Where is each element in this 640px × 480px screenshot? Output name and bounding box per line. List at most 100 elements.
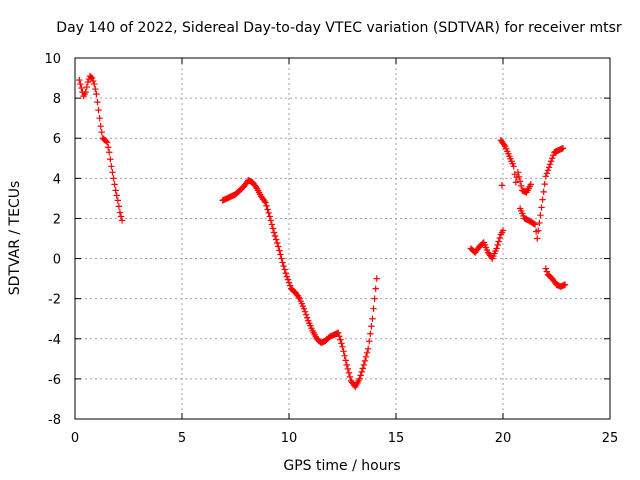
data-point [92,85,99,93]
data-point [284,276,292,283]
data-point [343,361,350,369]
data-point [285,279,293,286]
y-tick-label: 8 [53,92,61,107]
chart-title: Day 140 of 2022, Sidereal Day-to-day VTE… [56,20,622,36]
data-point [540,188,547,196]
data-point [108,163,115,170]
x-tick-label: 0 [71,431,79,446]
data-point [286,282,294,289]
data-point [263,202,270,210]
data-point [361,357,369,365]
data-point [536,219,543,227]
data-point [543,170,551,177]
data-point [103,139,111,146]
x-tick-label: 5 [178,431,186,446]
data-point [302,311,310,318]
data-point [77,80,84,88]
data-point [542,173,549,180]
data-point [372,285,379,292]
data-point [104,144,112,151]
tick-label-layer: 0 5 10 15 20 25 -8 -6 -4 -2 0 2 4 6 8 10 [44,52,618,446]
data-point [364,345,372,353]
data-point [498,182,506,189]
data-point [345,369,353,377]
data-point [337,336,344,343]
data-point [549,155,556,162]
y-tick-label: 4 [53,172,61,187]
data-point [277,251,284,258]
data-point [274,239,281,247]
data-point [367,330,374,337]
data-point [95,106,102,114]
data-point [371,295,378,302]
data-point [539,196,546,203]
x-tick-label: 15 [388,431,405,446]
y-tick-label: -8 [48,413,61,428]
data-point [268,221,276,228]
data-point [368,323,375,330]
data-point [561,281,569,288]
data-point [356,375,363,383]
data-point [542,265,549,272]
data-point [88,74,96,82]
data-point [342,357,349,364]
data-point [559,145,567,152]
data-point [102,138,110,145]
data-point [113,192,120,199]
x-axis-title: GPS time / hours [283,458,400,474]
data-point [97,122,104,130]
data-point [114,197,121,204]
data-point [110,175,117,182]
y-axis-title: SDTVAR / TECUs [7,181,23,296]
data-point [547,158,555,165]
data-point [281,266,288,273]
data-point [550,152,557,159]
data-point [107,156,114,163]
data-point [94,98,101,106]
data-point [118,217,126,224]
data-point [112,187,119,194]
data-point [111,181,118,188]
data-point [283,273,291,280]
data-point [515,173,523,181]
data-point [279,259,286,266]
y-tick-label: -4 [48,333,61,348]
data-point [303,314,311,321]
data-point [500,141,508,148]
data-point [538,204,545,211]
data-point [266,213,273,220]
data-point [495,238,502,245]
data-point [98,129,105,136]
data-point [262,199,269,206]
data-point [499,227,507,234]
data-point [517,182,525,190]
data-point [267,217,275,224]
data-point [84,78,92,86]
data-point [272,236,280,243]
data-point [362,353,370,361]
data-point [531,221,539,228]
data-point [545,164,553,171]
data-point [527,181,535,188]
data-point [494,241,501,249]
data-point [271,232,279,240]
data-point [546,161,554,168]
data-point [359,365,367,372]
data-point [91,80,98,88]
data-point [87,73,95,81]
data-point [530,220,538,227]
data-point [336,333,343,340]
data-point [76,76,83,84]
data-point [496,234,503,242]
y-tick-label: 6 [53,132,61,147]
data-point [276,247,283,254]
data-point [338,340,345,347]
x-tick-label: 10 [281,431,298,446]
data-point [510,163,517,170]
plot-frame [74,57,611,420]
y-tick-label: 0 [53,253,61,268]
grid-layer [75,58,610,419]
tick-layer [74,57,611,420]
data-point [537,211,544,219]
data-point [373,275,380,282]
